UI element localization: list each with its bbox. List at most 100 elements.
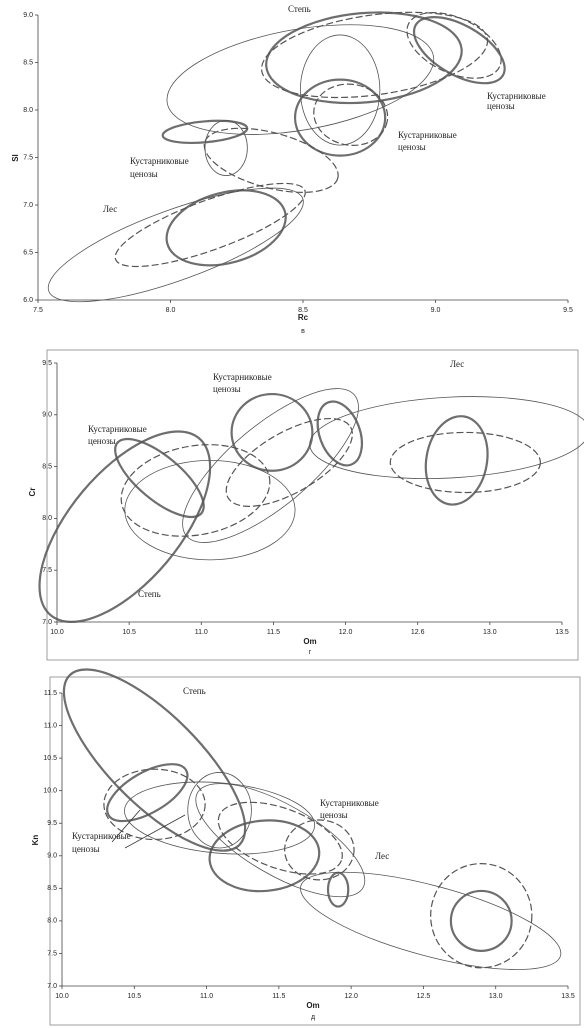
confidence-ellipse <box>166 24 435 135</box>
x-tick-label: 8.0 <box>166 307 176 314</box>
y-tick-label: 8.5 <box>42 463 52 470</box>
y-tick-label: 9.0 <box>42 412 52 419</box>
confidence-ellipse <box>62 668 247 852</box>
confidence-ellipse <box>225 417 353 507</box>
x-tick-label: 11.5 <box>267 629 280 636</box>
panel-label: г <box>309 649 312 656</box>
y-tick-label: 8.5 <box>23 59 33 66</box>
annotation: Лес <box>450 359 464 369</box>
x-axis-label: Rc <box>298 313 309 322</box>
confidence-ellipse <box>106 763 189 823</box>
confidence-ellipse <box>293 78 387 157</box>
confidence-ellipse <box>182 388 359 543</box>
y-axis-label: Cr <box>28 488 37 497</box>
confidence-ellipse <box>161 119 249 144</box>
panel-label: в <box>301 328 305 335</box>
y-tick-label: 10.0 <box>43 788 57 795</box>
confidence-ellipse <box>313 83 389 146</box>
y-tick-label: 9.5 <box>42 360 52 367</box>
confidence-ellipse <box>265 11 463 105</box>
panel-label: д <box>311 1014 315 1021</box>
x-tick-label: 10.0 <box>55 993 69 1000</box>
confidence-ellipse <box>389 431 541 494</box>
confidence-ellipse <box>124 459 296 561</box>
confidence-ellipse <box>203 127 339 193</box>
y-tick-label: 7.0 <box>47 983 57 990</box>
y-tick-label: 10.5 <box>43 755 57 762</box>
confidence-ellipse <box>120 444 271 537</box>
confidence-ellipse <box>165 189 287 267</box>
x-tick-label: 8.5 <box>298 307 308 314</box>
confidence-ellipse <box>309 396 584 480</box>
confidence-ellipse <box>326 871 350 908</box>
annotation: Степь <box>138 589 161 599</box>
panel-frame <box>49 676 581 1026</box>
y-tick-label: 11.0 <box>44 722 57 729</box>
x-axis-label: Om <box>306 1001 319 1010</box>
annotation: ценозы <box>320 810 348 820</box>
x-tick-label: 11.0 <box>200 993 213 1000</box>
annotation: ценозы <box>88 436 116 446</box>
confidence-ellipse <box>47 187 304 303</box>
confidence-ellipse <box>204 120 248 176</box>
x-tick-label: 13.5 <box>555 629 569 636</box>
y-tick-label: 7.0 <box>42 619 52 626</box>
annotation: Кустарниковые <box>320 798 379 808</box>
annotation: ценозы <box>213 384 241 394</box>
x-tick-label: 12.5 <box>417 993 431 1000</box>
confidence-ellipse <box>424 415 489 506</box>
annotation: Кустарниковые <box>487 91 546 101</box>
annotation: Степь <box>288 4 311 14</box>
confidence-ellipse <box>103 768 206 841</box>
annotation-arrow <box>124 814 186 849</box>
y-tick-label: 8.0 <box>42 515 52 522</box>
confidence-ellipse <box>208 819 321 893</box>
panel-frame <box>46 349 579 661</box>
y-tick-label: 8.5 <box>47 885 57 892</box>
annotation: Кустарниковые <box>130 156 189 166</box>
confidence-ellipse <box>124 781 316 855</box>
x-tick-label: 13.0 <box>483 629 497 636</box>
x-tick-label: 10.5 <box>122 629 136 636</box>
y-tick-label: 8.0 <box>47 918 57 925</box>
x-tick-label: 13.5 <box>561 993 575 1000</box>
confidence-ellipse <box>449 889 513 952</box>
annotation: ценозы <box>72 844 100 854</box>
x-tick-label: 10.0 <box>50 629 64 636</box>
y-tick-label: 9.0 <box>23 12 33 19</box>
confidence-ellipse <box>299 34 381 146</box>
x-tick-label: 12.0 <box>344 993 358 1000</box>
x-tick-label: 12.0 <box>339 629 353 636</box>
annotation: Кустарниковые <box>213 372 272 382</box>
y-tick-label: 6.5 <box>23 249 33 256</box>
confidence-ellipse <box>284 819 355 881</box>
annotation: Лес <box>375 851 389 861</box>
confidence-ellipse <box>430 862 533 969</box>
y-tick-label: 11.5 <box>44 690 57 697</box>
annotation: Кустарниковые <box>88 424 147 434</box>
x-tick-label: 7.5 <box>33 307 43 314</box>
confidence-ellipse <box>412 16 506 85</box>
x-tick-label: 9.0 <box>431 307 441 314</box>
y-tick-label: 6.0 <box>23 297 33 304</box>
confidence-ellipse <box>195 783 366 898</box>
confidence-ellipse <box>187 772 252 849</box>
confidence-ellipse <box>217 801 343 875</box>
confidence-ellipse <box>316 400 364 467</box>
y-tick-label: 8.0 <box>23 107 33 114</box>
x-tick-label: 9.5 <box>563 307 573 314</box>
x-axis-label: Om <box>303 637 316 646</box>
confidence-ellipse <box>114 182 306 268</box>
annotation: Кустарниковые <box>398 130 457 140</box>
y-tick-label: 7.0 <box>23 202 33 209</box>
annotation: ценозы <box>398 142 426 152</box>
annotation: ценозы <box>487 101 515 111</box>
y-tick-label: 7.5 <box>47 950 57 957</box>
y-tick-label: 7.5 <box>23 154 33 161</box>
x-tick-label: 12.6 <box>411 629 425 636</box>
annotation: Лес <box>103 204 117 214</box>
confidence-ellipse <box>38 430 212 623</box>
y-axis-label: Kn <box>31 835 40 846</box>
annotation: Степь <box>183 686 206 696</box>
